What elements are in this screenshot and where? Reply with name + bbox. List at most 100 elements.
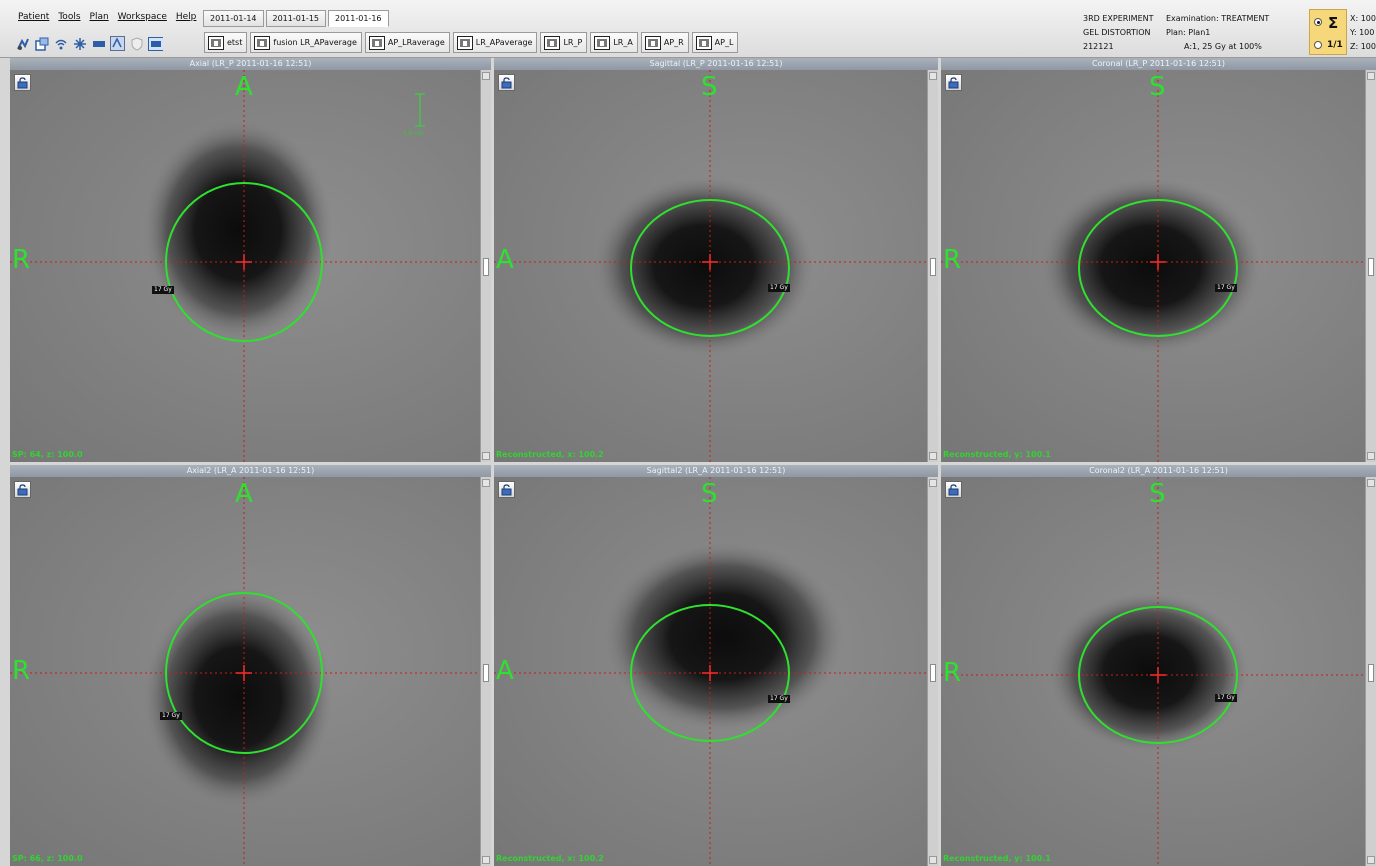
viewport-scrollbar[interactable] — [480, 477, 491, 866]
dataset-tab-lr-apaverage[interactable]: LR_APaverage — [452, 32, 538, 53]
scroll-up-icon[interactable] — [482, 72, 490, 80]
scroll-thumb[interactable] — [930, 664, 936, 682]
dose-label: 17 Gy — [1215, 284, 1237, 292]
viewport-title: Sagittal (LR_P 2011-01-16 12:51) — [494, 58, 938, 70]
viewport-title: Coronal2 (LR_A 2011-01-16 12:51) — [941, 465, 1376, 477]
orientation-left: A — [496, 245, 514, 275]
lock-icon[interactable] — [14, 481, 31, 498]
menu-patient[interactable]: Patient — [18, 12, 50, 22]
dataset-tab-lr-a[interactable]: LR_A — [590, 32, 638, 53]
scroll-up-icon[interactable] — [929, 72, 937, 80]
viewport-title: Coronal (LR_P 2011-01-16 12:51) — [941, 58, 1376, 70]
dose-blob — [604, 542, 844, 732]
scroll-thumb[interactable] — [483, 258, 489, 276]
slab-icon[interactable] — [91, 36, 106, 51]
wifi-icon[interactable] — [53, 36, 68, 51]
dataset-tab-label: LR_A — [613, 38, 633, 47]
scroll-thumb[interactable] — [1368, 664, 1374, 682]
menu-workspace[interactable]: Workspace — [117, 12, 167, 22]
shield-icon[interactable] — [129, 36, 144, 51]
dose-label: 17 Gy — [768, 695, 790, 703]
viewport-2[interactable]: Sagittal (LR_P 2011-01-16 12:51) — [494, 58, 938, 462]
viewport-scrollbar[interactable] — [1365, 70, 1376, 462]
orientation-top: A — [235, 72, 253, 102]
viewport-6[interactable]: Coronal2 (LR_A 2011-01-16 12:51) — [941, 465, 1376, 866]
isodose-contour — [165, 182, 323, 342]
viewport-scrollbar[interactable] — [480, 70, 491, 462]
viewport-scrollbar[interactable] — [927, 70, 938, 462]
toolbar: Patient Tools Plan Workspace Help 2011-0… — [0, 0, 1376, 58]
dataset-tab-label: AP_L — [714, 38, 734, 47]
tab-date-1[interactable]: 2011-01-14 — [203, 10, 264, 27]
scroll-up-icon[interactable] — [1367, 479, 1375, 487]
window-icon[interactable] — [34, 36, 49, 51]
scroll-thumb[interactable] — [1368, 258, 1374, 276]
dose-blob — [1041, 178, 1261, 354]
dataset-tab-fusion[interactable]: fusion LR_APaverage — [250, 32, 362, 53]
scroll-down-icon[interactable] — [929, 856, 937, 864]
dataset-tab-ap-lraverage[interactable]: AP_LRaverage — [364, 32, 450, 53]
dataset-tab-etst[interactable]: etst — [204, 32, 248, 53]
dataset-tab-ap-l[interactable]: AP_L — [691, 32, 739, 53]
dataset-icon — [695, 35, 712, 50]
viewport-4[interactable]: Axial2 (LR_A 2011-01-16 12:51) — [10, 465, 491, 866]
orientation-left: R — [12, 245, 31, 275]
lock-icon[interactable] — [498, 74, 515, 91]
sum-radio[interactable] — [1314, 18, 1322, 26]
dose-label: 17 Gy — [152, 286, 174, 294]
lock-icon[interactable] — [498, 481, 515, 498]
viewport-3[interactable]: Coronal (LR_P 2011-01-16 12:51) — [941, 58, 1376, 462]
dose-icon[interactable] — [15, 36, 30, 51]
scale-label: 1.0 cm — [403, 130, 424, 137]
viewport-5[interactable]: Sagittal2 (LR_A 2011-01-16 12:51) — [494, 465, 938, 866]
orientation-left: A — [496, 656, 514, 686]
dose-overlay — [494, 477, 927, 866]
scroll-down-icon[interactable] — [482, 856, 490, 864]
scroll-down-icon[interactable] — [929, 452, 937, 460]
dataset-icon — [254, 35, 271, 50]
dose-blob — [1049, 592, 1249, 752]
screen-icon[interactable] — [148, 36, 163, 51]
scroll-up-icon[interactable] — [482, 479, 490, 487]
dose-overlay — [10, 70, 480, 462]
lock-icon[interactable] — [14, 74, 31, 91]
dataset-tab-label: AP_R — [663, 38, 684, 47]
dose-overlay — [10, 477, 480, 866]
layout-icon[interactable] — [110, 36, 125, 51]
menu-help[interactable]: Help — [175, 12, 197, 22]
dataset-tab-lr-p[interactable]: LR_P — [540, 32, 588, 53]
coord-x: X: 100 — [1350, 14, 1376, 23]
coord-z: Z: 100 — [1350, 42, 1376, 51]
lock-icon[interactable] — [945, 74, 962, 91]
scroll-down-icon[interactable] — [1367, 856, 1375, 864]
orientation-top: S — [701, 72, 718, 102]
viewport-status: SP: 64, z: 100.0 — [12, 450, 83, 459]
menu-plan[interactable]: Plan — [89, 12, 109, 22]
dataset-tab-label: LR_P — [563, 38, 583, 47]
viewport-scrollbar[interactable] — [927, 477, 938, 866]
viewport-status: Reconstructed, y: 100.1 — [943, 854, 1051, 863]
scroll-thumb[interactable] — [930, 258, 936, 276]
snowflake-icon[interactable] — [72, 36, 87, 51]
scroll-thumb[interactable] — [483, 664, 489, 682]
dataset-icon — [544, 35, 561, 50]
tab-date-2[interactable]: 2011-01-15 — [265, 10, 326, 27]
info-line3-left: 212121 — [1083, 42, 1114, 51]
scroll-up-icon[interactable] — [929, 479, 937, 487]
viewport-scrollbar[interactable] — [1365, 477, 1376, 866]
viewport-1[interactable]: Axial (LR_P 2011-01-16 12:51) — [10, 58, 491, 462]
menu-tools[interactable]: Tools — [58, 12, 81, 22]
orientation-left: R — [12, 656, 31, 686]
dataset-tab-ap-r[interactable]: AP_R — [640, 32, 689, 53]
lock-icon[interactable] — [945, 481, 962, 498]
dose-label: 17 Gy — [160, 712, 182, 720]
sum-symbol: Σ — [1328, 14, 1339, 32]
fraction-radio[interactable] — [1314, 41, 1322, 49]
tab-date-3[interactable]: 2011-01-16 — [328, 10, 389, 27]
scroll-down-icon[interactable] — [1367, 452, 1375, 460]
scroll-up-icon[interactable] — [1367, 72, 1375, 80]
dataset-tab-label: etst — [227, 38, 243, 47]
info-line2-left: GEL DISTORTION — [1083, 28, 1151, 37]
scroll-down-icon[interactable] — [482, 452, 490, 460]
dataset-tab-label: AP_LRaverage — [387, 38, 445, 47]
